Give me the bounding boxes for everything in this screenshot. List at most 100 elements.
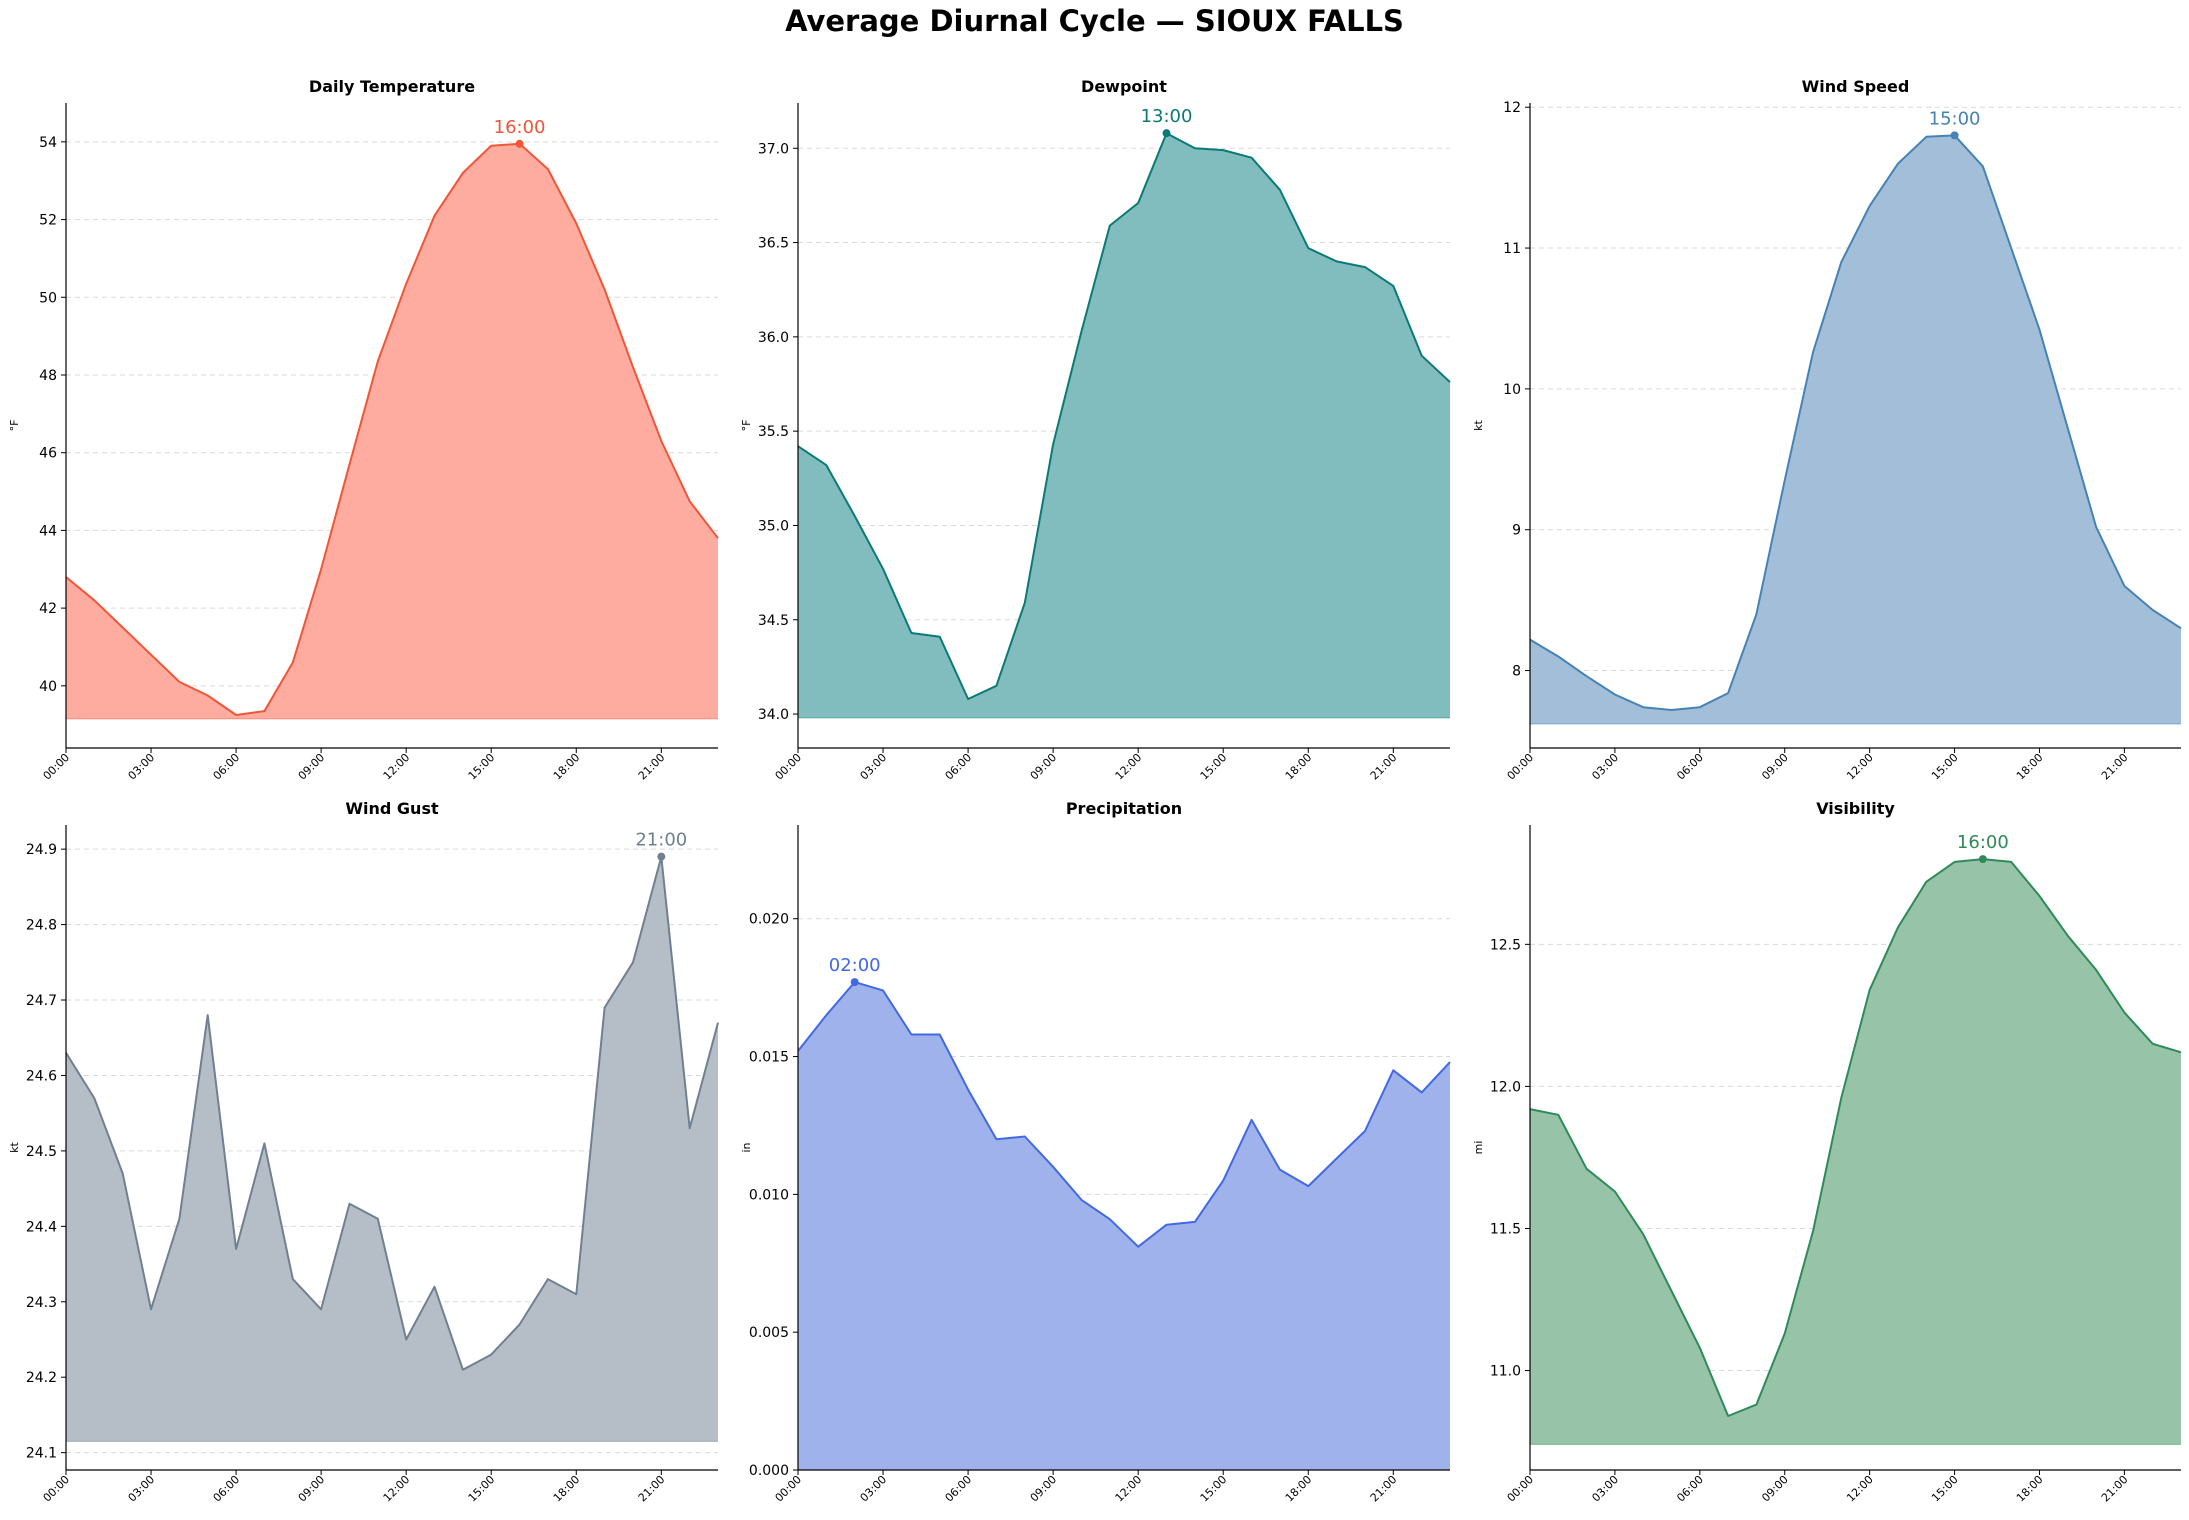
y-tick-label: 40 xyxy=(39,679,57,695)
y-tick-label: 0.015 xyxy=(749,1050,789,1066)
x-tick-label: 21:00 xyxy=(1368,1473,1400,1505)
x-tick-label: 06:00 xyxy=(211,1473,243,1505)
x-tick-label: 09:00 xyxy=(296,1473,328,1505)
y-tick-label: 36.5 xyxy=(758,236,789,252)
y-axis-label: °F xyxy=(8,420,21,432)
x-tick-label: 12:00 xyxy=(1844,1473,1876,1505)
x-tick-label: 21:00 xyxy=(636,1473,668,1505)
y-tick-label: 24.6 xyxy=(26,1068,57,1084)
series-line xyxy=(1529,858,2182,1417)
series-line xyxy=(797,981,1451,1248)
x-tick-label: 03:00 xyxy=(126,751,158,783)
area-fill xyxy=(1530,859,2181,1445)
y-tick-label: 11.0 xyxy=(1490,1364,1521,1380)
y-tick-label: 50 xyxy=(39,290,57,306)
chart-title: Wind Gust xyxy=(345,799,439,818)
x-tick-label: 15:00 xyxy=(1198,751,1230,783)
y-tick-label: 24.9 xyxy=(26,842,57,858)
peak-marker xyxy=(850,978,859,987)
y-tick-label: 35.5 xyxy=(758,424,789,440)
x-tick-label: 03:00 xyxy=(858,751,890,783)
y-tick-label: 24.7 xyxy=(26,993,57,1009)
peak-marker xyxy=(1162,129,1171,138)
y-tick-label: 24.2 xyxy=(26,1370,57,1386)
x-tick-label: 00:00 xyxy=(773,751,805,783)
x-tick-label: 06:00 xyxy=(943,1473,975,1505)
peak-label: 16:00 xyxy=(494,117,546,138)
y-axis-label: kt xyxy=(8,1141,21,1152)
x-tick-label: 12:00 xyxy=(1113,1473,1145,1505)
area-fill xyxy=(66,143,718,719)
x-tick-label: 09:00 xyxy=(1759,751,1791,783)
x-tick-label: 06:00 xyxy=(211,751,243,783)
chart-title: Precipitation xyxy=(1066,799,1182,818)
y-tick-label: 0.005 xyxy=(749,1325,789,1341)
x-tick-label: 03:00 xyxy=(126,1473,158,1505)
peak-label: 21:00 xyxy=(635,830,687,851)
y-tick-label: 34.0 xyxy=(758,707,789,723)
x-tick-label: 18:00 xyxy=(551,1473,583,1505)
y-tick-label: 52 xyxy=(39,213,57,229)
peak-marker xyxy=(657,852,666,861)
x-tick-label: 18:00 xyxy=(2014,1473,2046,1505)
peak-label: 02:00 xyxy=(829,955,881,976)
figure-title: Average Diurnal Cycle — SIOUX FALLS xyxy=(785,4,1404,38)
peak-marker xyxy=(515,139,524,148)
x-tick-label: 15:00 xyxy=(466,1473,498,1505)
peak-marker xyxy=(1950,131,1959,140)
x-tick-label: 03:00 xyxy=(858,1473,890,1505)
x-tick-label: 03:00 xyxy=(1589,751,1621,783)
x-tick-label: 21:00 xyxy=(2099,1473,2131,1505)
y-axis-label: kt xyxy=(1472,419,1485,430)
x-tick-label: 15:00 xyxy=(1929,751,1961,783)
x-tick-label: 06:00 xyxy=(1674,751,1706,783)
chart-title: Dewpoint xyxy=(1081,77,1167,96)
x-tick-label: 09:00 xyxy=(1028,751,1060,783)
y-tick-label: 42 xyxy=(39,601,57,617)
y-tick-label: 46 xyxy=(39,446,57,462)
y-tick-label: 10 xyxy=(1503,382,1521,398)
x-tick-label: 09:00 xyxy=(1028,1473,1060,1505)
y-tick-label: 24.1 xyxy=(26,1446,57,1462)
area-fill xyxy=(798,133,1450,718)
x-tick-label: 15:00 xyxy=(1929,1473,1961,1505)
x-tick-label: 06:00 xyxy=(943,751,975,783)
x-tick-label: 12:00 xyxy=(381,751,413,783)
x-tick-label: 18:00 xyxy=(2014,751,2046,783)
x-tick-label: 00:00 xyxy=(1505,1473,1537,1505)
chart-panel: 24.1 24.2 24.3 24.4 24.5 24.6 24.7 24.8 24.9 21:0… xyxy=(8,799,719,1505)
x-tick-label: 00:00 xyxy=(1505,751,1537,783)
peak-label: 15:00 xyxy=(1929,108,1981,129)
y-axis-label: mi xyxy=(1472,1141,1485,1155)
x-tick-label: 12:00 xyxy=(1113,751,1145,783)
chart-panel: 8 9 10 11 12 15:00 00:00 03:00 06:00 09:00 12:00 15… xyxy=(1472,77,2182,783)
y-tick-label: 9 xyxy=(1512,523,1521,539)
y-tick-label: 24.3 xyxy=(26,1295,57,1311)
x-tick-label: 12:00 xyxy=(1844,751,1876,783)
y-tick-label: 36.0 xyxy=(758,330,789,346)
y-tick-label: 37.0 xyxy=(758,141,789,157)
x-tick-label: 15:00 xyxy=(1198,1473,1230,1505)
y-tick-label: 24.4 xyxy=(26,1219,57,1235)
y-tick-label: 24.8 xyxy=(26,918,57,934)
y-tick-label: 12.5 xyxy=(1490,937,1521,953)
area-fill xyxy=(798,982,1450,1470)
y-tick-label: 12.0 xyxy=(1490,1079,1521,1095)
x-tick-label: 00:00 xyxy=(41,751,73,783)
area-fill xyxy=(1530,135,2181,725)
area-fill xyxy=(66,856,718,1442)
x-tick-label: 21:00 xyxy=(2099,751,2131,783)
x-tick-label: 03:00 xyxy=(1589,1473,1621,1505)
y-tick-label: 11 xyxy=(1503,241,1521,257)
series-line xyxy=(65,855,719,1371)
chart-title: Visibility xyxy=(1816,799,1895,818)
chart-panel: 40 42 44 46 48 50 52 54 16:00 00:00 03:00 06:00 09:0… xyxy=(8,77,719,783)
y-tick-label: 0.020 xyxy=(749,912,789,928)
x-tick-label: 12:00 xyxy=(381,1473,413,1505)
chart-panel: 11.0 11.5 12.0 12.5 16:00 00:00 03:00 06:00 09:0… xyxy=(1472,799,2182,1505)
x-tick-label: 00:00 xyxy=(41,1473,73,1505)
x-tick-label: 09:00 xyxy=(1759,1473,1791,1505)
